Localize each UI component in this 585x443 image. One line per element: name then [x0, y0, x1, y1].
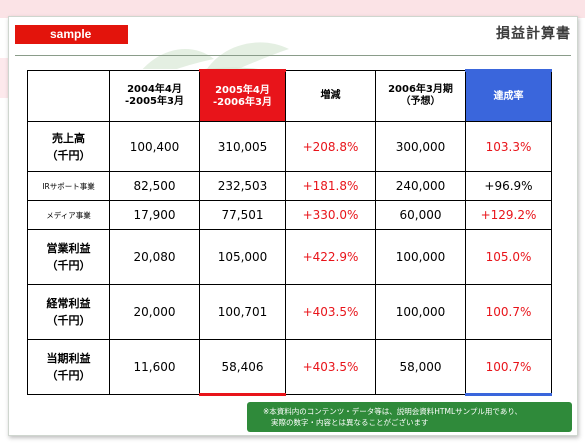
table-cell: +96.9% — [465, 171, 552, 201]
income-statement-table: 2004年4月 -2005年3月 2005年4月 -2006年3月 増減 2006年3月期… — [27, 69, 552, 396]
table-cell: 58,406 — [199, 339, 286, 396]
column-header-0 — [27, 70, 110, 122]
table-cell: 105.0% — [465, 229, 552, 285]
table-cell: 60,000 — [375, 200, 466, 230]
table-cell: 100.7% — [465, 339, 552, 396]
disclaimer-line-2: 実際の数字・内容とは異なることがございます — [271, 418, 429, 427]
column-header-5: 達成率 — [465, 69, 552, 122]
row-label: 経常利益 （千円） — [27, 284, 110, 340]
title-divider — [15, 55, 571, 56]
sample-badge: sample — [15, 25, 128, 44]
column-header-1: 2004年4月 -2005年3月 — [109, 70, 200, 122]
slide: sample 損益計算書 2004年4月 -2005年3月 2005年4月 -2006… — [8, 16, 578, 436]
table-cell: 100.7% — [465, 284, 552, 340]
table-cell: 17,900 — [109, 200, 200, 230]
table-cell: 105,000 — [199, 229, 286, 285]
table-row: IRサポート事業 82,500 232,503 +181.8% 240,000 +96.9… — [27, 171, 552, 201]
table-row: メディア事業 17,900 77,501 +330.0% 60,000 +129.2% — [27, 200, 552, 230]
table-header-row: 2004年4月 -2005年3月 2005年4月 -2006年3月 増減 2006年3月期… — [27, 69, 552, 122]
table-cell: 310,005 — [199, 121, 286, 172]
table-cell: +208.8% — [285, 121, 376, 172]
table-cell: 240,000 — [375, 171, 466, 201]
column-header-3: 増減 — [285, 70, 376, 122]
table-cell: +330.0% — [285, 200, 376, 230]
table-cell: +403.5% — [285, 284, 376, 340]
table-cell: 100,701 — [199, 284, 286, 340]
row-label: 当期利益 （千円） — [27, 339, 110, 395]
column-header-2: 2005年4月 -2006年3月 — [199, 69, 286, 122]
table-row: 当期利益 （千円） 11,600 58,406 +403.5% 58,000 100.7% — [27, 339, 552, 396]
table-cell: +129.2% — [465, 200, 552, 230]
table-cell: 100,400 — [109, 121, 200, 172]
table-cell: 20,000 — [109, 284, 200, 340]
table-cell: 100,000 — [375, 229, 466, 285]
row-label: IRサポート事業 — [27, 171, 110, 201]
table-cell: 77,501 — [199, 200, 286, 230]
row-label: 売上高 （千円） — [27, 121, 110, 172]
disclaimer-line-1: ※本資料内のコンテンツ・データ等は、説明会資料HTMLサンプル用であり、 — [263, 407, 523, 416]
table-cell: 232,503 — [199, 171, 286, 201]
table-cell: +403.5% — [285, 339, 376, 395]
table-cell: 11,600 — [109, 339, 200, 395]
table-row: 売上高 （千円） 100,400 310,005 +208.8% 300,000 103.3… — [27, 121, 552, 172]
table-cell: +181.8% — [285, 171, 376, 201]
column-header-4: 2006年3月期 （予想） — [375, 70, 466, 122]
top-pink-band — [0, 0, 585, 18]
table-cell: +422.9% — [285, 229, 376, 285]
table-cell: 100,000 — [375, 284, 466, 340]
table-cell: 20,080 — [109, 229, 200, 285]
slide-title: 損益計算書 — [496, 26, 571, 42]
table-cell: 103.3% — [465, 121, 552, 172]
row-label: 営業利益 （千円） — [27, 229, 110, 285]
row-label: メディア事業 — [27, 200, 110, 230]
disclaimer-note: ※本資料内のコンテンツ・データ等は、説明会資料HTMLサンプル用であり、 実際の… — [247, 402, 572, 432]
table-row: 経常利益 （千円） 20,000 100,701 +403.5% 100,000 100.7… — [27, 284, 552, 340]
table-cell: 58,000 — [375, 339, 466, 395]
table-row: 営業利益 （千円） 20,080 105,000 +422.9% 100,000 105.0… — [27, 229, 552, 285]
table-cell: 300,000 — [375, 121, 466, 172]
table-cell: 82,500 — [109, 171, 200, 201]
